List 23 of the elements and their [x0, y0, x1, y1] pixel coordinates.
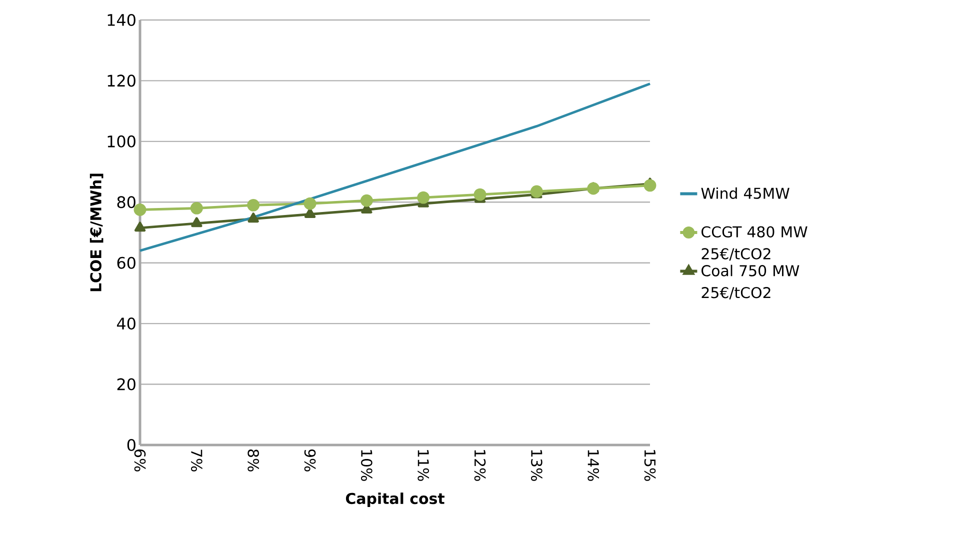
legend-label: Coal 750 MW 25€/tCO2: [702, 264, 800, 300]
x-tick-label: 15%: [644, 450, 656, 481]
x-tick-label: 10%: [361, 450, 372, 481]
legend-label: Wind 45MW: [701, 187, 790, 199]
x-tick-label: 6%: [134, 450, 146, 472]
x-tick-label: 8%: [248, 450, 259, 472]
x-tick-label: 9%: [304, 449, 316, 472]
legend-label: CCGT 480 MW 25€/tCO2: [702, 226, 808, 261]
x-axis-title: Capital cost: [346, 492, 444, 508]
y-tick-label: 100: [108, 135, 136, 148]
y-tick-label: 80: [117, 196, 136, 208]
y-tick-label: 60: [117, 256, 136, 269]
y-tick-label: 120: [108, 74, 136, 87]
x-tick-label: 7%: [191, 450, 202, 472]
x-tick-label: 12%: [474, 450, 486, 481]
x-tick-label: 11%: [418, 450, 429, 481]
y-axis-title: LCOE [€/MWh]: [90, 174, 104, 292]
x-tick-label: 13%: [531, 450, 542, 481]
y-tick-label: 140: [108, 14, 136, 26]
x-tick-label: 14%: [588, 450, 599, 481]
y-tick-label: 20: [117, 378, 136, 390]
y-tick-label: 40: [116, 318, 136, 330]
y-tick-label: 0: [127, 438, 136, 452]
